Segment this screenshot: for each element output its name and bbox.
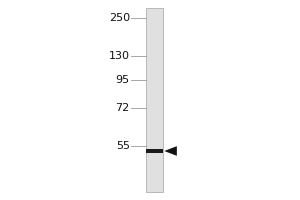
Text: 72: 72	[116, 103, 130, 113]
Text: 95: 95	[116, 75, 130, 85]
Polygon shape	[164, 146, 177, 156]
Text: 250: 250	[109, 13, 130, 23]
Bar	[146, 8, 163, 192]
Text: 130: 130	[109, 51, 130, 61]
Bar	[146, 149, 163, 153]
Text: 55: 55	[116, 141, 130, 151]
